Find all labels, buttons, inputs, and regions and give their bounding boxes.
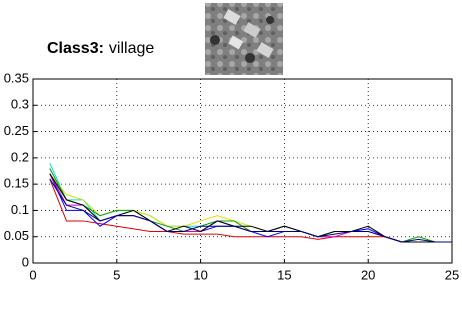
x-tick-label: 20	[361, 267, 375, 282]
y-tick-label: 0.3	[11, 97, 29, 112]
x-tick-label: 5	[113, 267, 120, 282]
title-text: village	[109, 40, 154, 57]
y-tick-label: 0.05	[4, 228, 29, 243]
x-tick-label: 15	[277, 267, 291, 282]
chart-title: Class3: village	[47, 40, 154, 57]
y-tick-label: 0.35	[4, 70, 29, 85]
plot-frame	[33, 79, 452, 263]
series-line	[50, 168, 452, 242]
y-tick-label: 0.2	[11, 149, 29, 164]
x-tick-label: 25	[445, 267, 459, 282]
y-tick-label: 0.1	[11, 202, 29, 217]
chart: Class3: village 0 0.05 0.1 0.15 0.2 0.25 0.3 0.3…	[0, 0, 462, 311]
x-tick-label: 0	[29, 267, 36, 282]
y-tick-label: 0.25	[4, 123, 29, 138]
y-tick-label: 0	[22, 254, 29, 269]
series-line	[50, 163, 452, 242]
x-tick-label: 10	[193, 267, 207, 282]
thumbnail-image	[205, 3, 283, 75]
series-line	[50, 179, 452, 242]
y-tick-label: 0.15	[4, 176, 29, 191]
series-line	[50, 179, 452, 242]
title-label: Class3:	[47, 40, 104, 57]
